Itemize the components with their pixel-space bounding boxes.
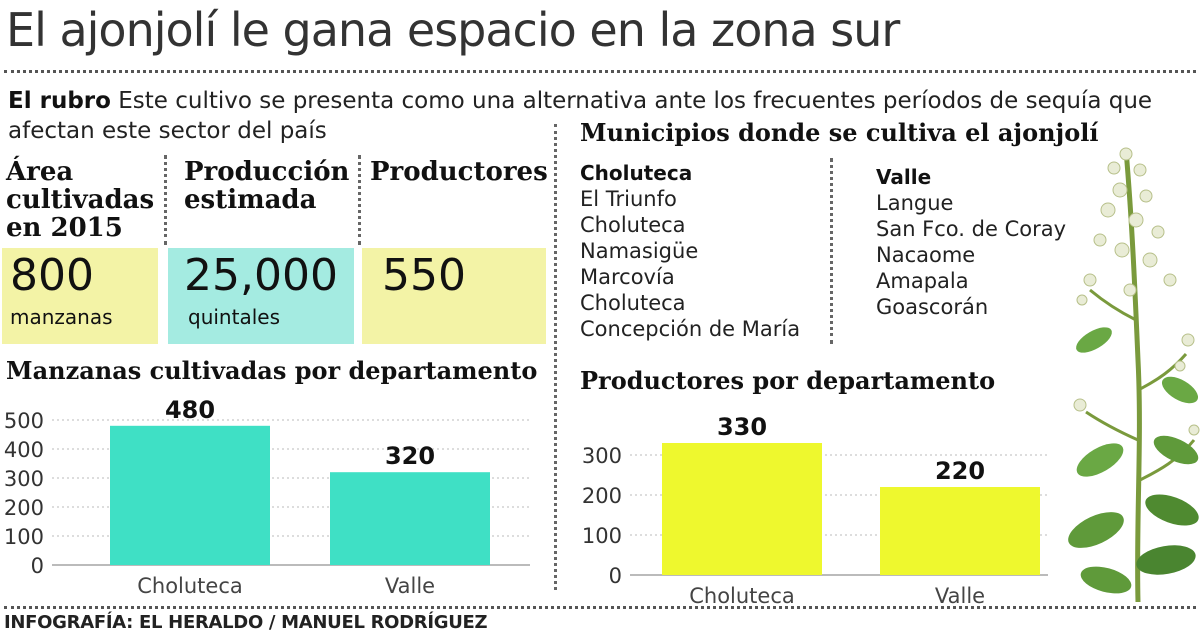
stat-divider <box>164 155 167 245</box>
intro-lead: El rubro <box>8 88 111 114</box>
page-title: El ajonjolí le gana espacio en la zona s… <box>6 3 900 57</box>
municipio-item: Nacaome <box>876 243 976 267</box>
stat-unit: manzanas <box>10 305 113 329</box>
bar <box>662 443 822 575</box>
stat-value: 800 <box>10 250 94 301</box>
bar <box>330 472 490 565</box>
data-label: 220 <box>935 457 985 485</box>
municipios-list: El Triunfo Choluteca Namasigüe Marcovía Chol… <box>580 186 800 342</box>
stat-header-line: cultivadas <box>6 185 155 215</box>
y-tick-label: 0 <box>31 554 44 578</box>
municipios-group-valle: Valle Langue San Fco. de Coray Nacaome Amap… <box>876 164 1066 320</box>
y-tick-label: 400 <box>4 438 44 462</box>
municipios-title: Municipios donde se cultiva el ajonjolí <box>580 118 1099 147</box>
municipio-item: Marcovía <box>580 265 675 289</box>
stat-header-production: Producción estimada <box>184 158 364 214</box>
column-divider <box>554 124 557 590</box>
stat-divider <box>358 155 361 245</box>
footer-divider <box>4 606 1196 609</box>
stat-header-line: estimada <box>184 185 317 215</box>
title-divider <box>4 70 1196 73</box>
stat-box-production: 25,000 quintales <box>168 248 354 344</box>
y-tick-label: 100 <box>582 524 622 548</box>
bar <box>880 487 1040 575</box>
bar <box>110 425 270 565</box>
data-label: 330 <box>717 413 767 441</box>
municipio-item: Concepción de María <box>580 317 801 341</box>
data-label: 480 <box>165 396 215 424</box>
municipios-group-name: Choluteca <box>580 161 693 185</box>
intro-paragraph: El rubro Este cultivo se presenta como u… <box>8 86 1178 146</box>
x-tick-label: Choluteca <box>137 574 243 598</box>
stat-box-producers: 550 <box>362 248 546 344</box>
x-tick-label: Valle <box>385 574 435 598</box>
stat-box-area: 800 manzanas <box>2 248 158 344</box>
stat-value: 550 <box>382 250 466 301</box>
y-tick-label: 500 <box>4 409 44 433</box>
sesame-plant-illustration <box>1068 147 1200 602</box>
municipio-item: Amapala <box>876 269 969 293</box>
y-tick-label: 300 <box>4 467 44 491</box>
y-tick-label: 200 <box>582 484 622 508</box>
stat-header-area: Área cultivadas en 2015 <box>6 158 166 242</box>
municipio-item: Goascorán <box>876 295 989 319</box>
bar-chart-productores: 0 100 200 300 330 Choluteca 220 Valle <box>582 413 1048 606</box>
data-label: 320 <box>385 442 435 470</box>
municipio-item: El Triunfo <box>580 187 677 211</box>
stat-unit: quintales <box>188 305 280 329</box>
municipio-item: Choluteca <box>580 213 686 237</box>
stat-header-producers: Productores <box>370 158 550 186</box>
stat-header-line: en 2015 <box>6 213 123 243</box>
stat-header-line: Producción <box>184 157 350 187</box>
stat-value: 25,000 <box>184 250 338 301</box>
chart-title-manzanas: Manzanas cultivadas por departamento <box>6 356 538 385</box>
credit-text: INFOGRAFÍA: EL HERALDO / MANUEL RODRÍGUE… <box>4 612 488 633</box>
intro-text: Este cultivo se presenta como una altern… <box>8 88 1153 144</box>
municipio-item: Langue <box>876 191 954 215</box>
y-tick-label: 200 <box>4 496 44 520</box>
x-tick-label: Choluteca <box>689 584 795 606</box>
municipios-divider <box>830 158 833 344</box>
stat-header-line: Área <box>6 157 74 187</box>
municipios-group-name: Valle <box>876 165 932 189</box>
chart-title-productores: Productores por departamento <box>580 366 996 395</box>
x-tick-label: Valle <box>935 584 985 606</box>
municipios-list: Langue San Fco. de Coray Nacaome Amapala Goa… <box>876 190 1066 320</box>
y-tick-label: 0 <box>609 564 622 588</box>
bar-chart-manzanas: 0 100 200 300 400 500 480 Choluteca 320 Valle <box>4 396 530 598</box>
municipio-item: Namasigüe <box>580 239 699 263</box>
municipio-item: Choluteca <box>580 291 686 315</box>
y-tick-label: 100 <box>4 525 44 549</box>
municipio-item: San Fco. de Coray <box>876 217 1067 241</box>
municipios-group-choluteca: Choluteca El Triunfo Choluteca Namasigüe Ma… <box>580 160 800 342</box>
stat-header-line: Productores <box>370 157 548 187</box>
y-tick-label: 300 <box>582 444 622 468</box>
